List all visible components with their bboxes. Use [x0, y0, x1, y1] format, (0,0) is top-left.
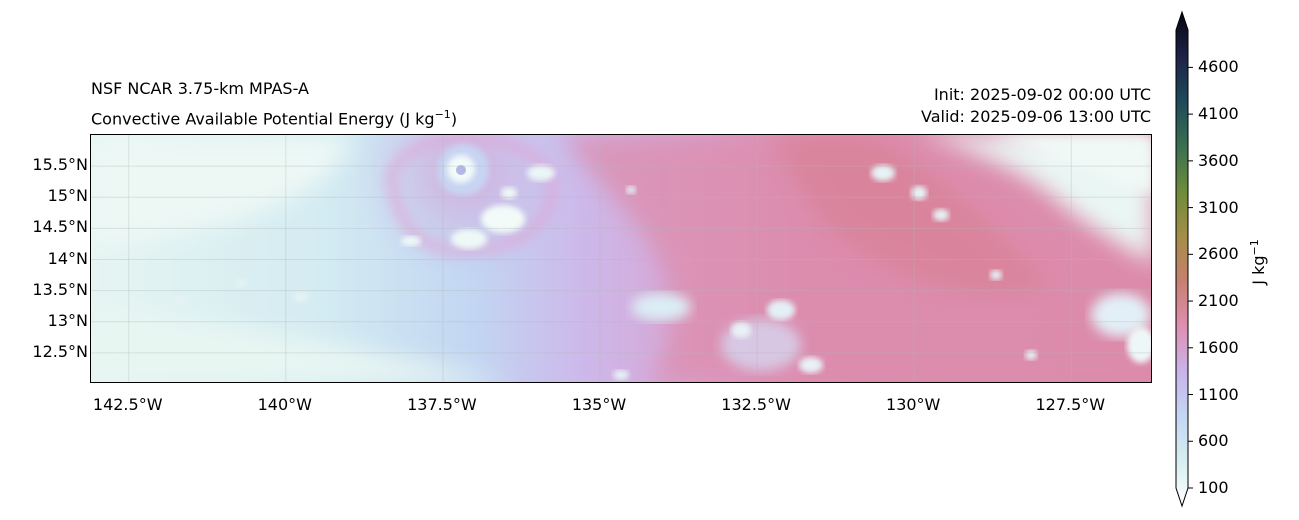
- colorbar-scale: [1175, 10, 1189, 508]
- colorbar: [1175, 10, 1193, 508]
- map-gridlines: [91, 135, 1151, 382]
- model-title: NSF NCAR 3.75-km MPAS-A: [91, 79, 309, 98]
- valid-time: Valid: 2025-09-06 13:00 UTC: [920, 107, 1151, 126]
- lon-tick-label: 142.5°W: [92, 395, 163, 414]
- lon-tick-label: 130°W: [886, 395, 941, 414]
- cape-map: [90, 134, 1152, 383]
- cape-field: [91, 135, 1151, 382]
- colorbar-tick-label: 2600: [1198, 244, 1239, 264]
- colorbar-tick-label: 4600: [1198, 57, 1239, 77]
- lon-tick-label: 127.5°W: [1035, 395, 1106, 414]
- lat-tick-label: 15°N: [47, 186, 88, 206]
- colorbar-tick-label: 1600: [1198, 337, 1239, 357]
- colorbar-tick-label: 4100: [1198, 104, 1239, 124]
- colorbar-tick-label: 100: [1198, 478, 1229, 497]
- init-time: Init: 2025-09-02 00:00 UTC: [933, 85, 1151, 104]
- colorbar-title: J kg−1: [1247, 239, 1269, 285]
- lat-tick-label: 13°N: [47, 310, 88, 330]
- colorbar-tick-label: 1100: [1198, 384, 1239, 404]
- colorbar-tick-label: 600: [1198, 431, 1229, 451]
- lat-tick-label: 14°N: [47, 248, 88, 268]
- field-title: Convective Available Potential Energy (J…: [91, 108, 458, 129]
- lon-tick-label: 140°W: [257, 395, 312, 414]
- lat-tick-label: 15.5°N: [32, 155, 88, 175]
- lon-tick-label: 132.5°W: [721, 395, 791, 414]
- colorbar-tick-label: 3100: [1198, 197, 1239, 217]
- lat-tick-label: 13.5°N: [32, 279, 88, 299]
- lon-tick-label: 135°W: [571, 395, 627, 414]
- lon-tick-label: 137.5°W: [407, 395, 477, 414]
- colorbar-tick-label: 3600: [1198, 150, 1239, 170]
- lat-tick-label: 14.5°N: [32, 217, 88, 237]
- colorbar-tick-label: 2100: [1198, 291, 1239, 311]
- lat-tick-label: 12.5°N: [32, 341, 88, 361]
